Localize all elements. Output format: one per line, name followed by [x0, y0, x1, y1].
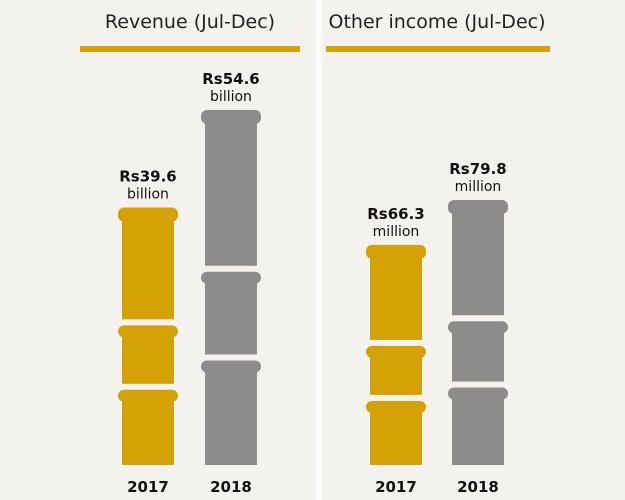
bar-cap: [201, 110, 261, 124]
bar-gap: [120, 319, 176, 328]
bar-bulge: [448, 321, 508, 334]
bar-gap: [120, 383, 176, 392]
title-underline: [80, 46, 300, 52]
bar-body: [122, 217, 174, 465]
revenue-panel: Revenue (Jul-Dec) Rs39.6 billion 2017 Rs54.…: [0, 0, 316, 500]
revenue-chart: Revenue (Jul-Dec) Rs39.6billion2017Rs54.…: [80, 11, 300, 496]
chart-title: Revenue (Jul-Dec): [105, 11, 275, 33]
bar-bulge: [118, 325, 178, 338]
bar-bulge: [366, 400, 426, 413]
bar-gap: [450, 315, 506, 324]
bar-gap: [203, 265, 259, 274]
bar-body: [205, 120, 257, 465]
value-label: Rs39.6: [119, 168, 177, 186]
bar-2018: [448, 200, 508, 465]
bar-bulge: [201, 271, 261, 284]
bar-bulge: [201, 360, 261, 373]
unit-label: billion: [210, 89, 252, 105]
year-label: 2018: [457, 478, 499, 496]
value-label: Rs79.8: [449, 160, 507, 178]
bar-body: [452, 210, 504, 465]
year-label: 2017: [127, 478, 169, 496]
value-label: Rs66.3: [367, 205, 425, 223]
bar-cap: [118, 207, 178, 222]
unit-label: million: [373, 224, 420, 240]
title-underline: [326, 46, 550, 52]
year-label: 2018: [210, 478, 252, 496]
bar-cap: [448, 200, 508, 214]
bar-2017: [366, 244, 426, 465]
bar-body: [370, 254, 422, 465]
bar-gap: [368, 394, 424, 403]
unit-label: billion: [127, 187, 169, 203]
bar-gap: [450, 381, 506, 390]
unit-label: million: [455, 179, 502, 195]
chart-title: Other income (Jul-Dec): [329, 11, 546, 33]
bar-bulge: [118, 389, 178, 402]
bar-2017: [118, 207, 178, 465]
bar-bulge: [448, 387, 508, 400]
bar-gap: [203, 354, 259, 363]
value-label: Rs54.6: [202, 70, 260, 88]
bar-cap: [366, 244, 426, 259]
other-income-panel: Other income (Jul-Dec) Rs66.3 million 2017…: [322, 0, 625, 500]
bar-bulge: [366, 345, 426, 358]
bar-2018: [201, 110, 261, 465]
other-income-chart: Other income (Jul-Dec) Rs66.3million2017…: [326, 11, 550, 496]
year-label: 2017: [375, 478, 417, 496]
bar-gap: [368, 339, 424, 348]
